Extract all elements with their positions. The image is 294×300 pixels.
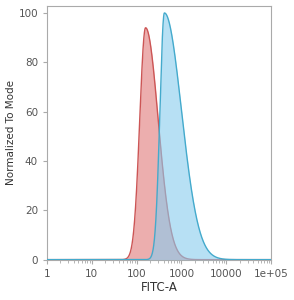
- Y-axis label: Normalized To Mode: Normalized To Mode: [6, 80, 16, 185]
- X-axis label: FITC-A: FITC-A: [141, 281, 178, 294]
